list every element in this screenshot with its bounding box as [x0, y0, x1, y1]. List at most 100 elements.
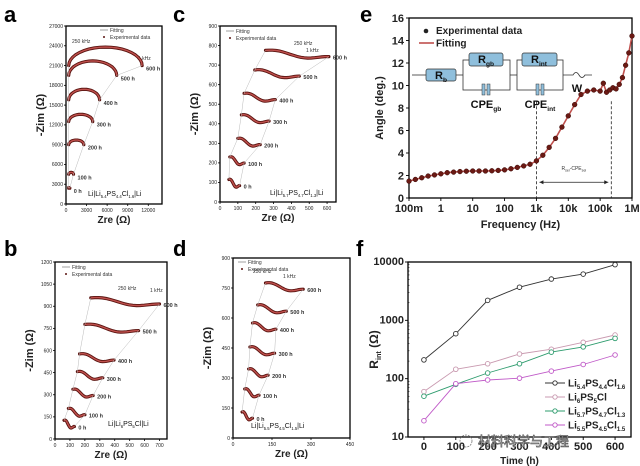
subscript: 5.5 — [577, 427, 586, 433]
y-tick-label: 15000 — [49, 103, 63, 109]
x-tick-label: 100k — [588, 203, 613, 215]
y-tick-label: 1000 — [380, 314, 404, 326]
time-label: 600 h — [164, 303, 179, 309]
legend-exp-label: Experimental data — [248, 267, 289, 273]
exp-data-points — [67, 59, 119, 77]
data-point — [572, 101, 578, 108]
x-axis-label: Zre (Ω) — [275, 449, 308, 460]
text-part: Li|Li — [270, 190, 283, 197]
subscript: 1.6 — [617, 385, 626, 391]
y-tick-label: 800 — [209, 43, 218, 49]
fit-line — [265, 282, 304, 292]
text-part: R — [367, 360, 381, 369]
annotation-1khz: 1 kHz — [283, 274, 296, 280]
x-tick-label: 0 — [232, 442, 235, 448]
x-tick-label: 0 — [219, 206, 222, 212]
text-part: |Li — [316, 190, 324, 197]
subscript: b — [443, 77, 447, 84]
legend-label: Li5.7PS4.7Cl1.3 — [568, 407, 626, 420]
series-100h: 100 h — [66, 406, 104, 420]
y-tick-label: 900 — [209, 24, 218, 30]
time-label: 300 h — [97, 123, 112, 129]
y-tick-label: 600 — [44, 348, 53, 354]
x-tick-label: 1k — [530, 203, 543, 215]
time-label: 400 h — [104, 101, 119, 107]
warburg-element — [563, 72, 592, 78]
data-point — [453, 330, 459, 337]
fitting-line — [408, 35, 633, 182]
subscript: 1.5 — [291, 426, 297, 431]
text-part: Cl|Li — [135, 421, 149, 428]
data-point — [580, 339, 586, 346]
fit-line — [79, 353, 115, 363]
data-point — [453, 366, 459, 373]
series-600h: 600 h — [89, 296, 179, 309]
y-tick-label: 27000 — [49, 24, 63, 30]
y-tick-label: 14 — [392, 36, 405, 48]
fit-line — [77, 370, 103, 381]
subscript: 5.4 — [577, 385, 586, 391]
text-part: |Li — [297, 423, 305, 430]
time-label: 0 h — [74, 189, 83, 195]
y-tick-label: 4 — [398, 148, 405, 160]
series-0h: 0 h — [67, 186, 83, 195]
series-600h: 600 h — [263, 48, 348, 62]
x-tick-label: 450 — [346, 442, 355, 448]
series-500h: 500 h — [253, 68, 318, 81]
fit-line — [68, 407, 85, 417]
x-tick-label: 300 — [307, 442, 316, 448]
time-label: 200 h — [97, 394, 112, 400]
data-point — [521, 163, 527, 169]
text-part: PS — [585, 407, 599, 418]
y-axis-label: Rint (Ω) — [367, 330, 383, 368]
y-tick-label: 300 — [209, 141, 218, 147]
data-point — [613, 86, 619, 92]
cpe-gb-plate — [486, 83, 491, 96]
legend-exp-label: Experimental data — [110, 35, 151, 41]
fit-line — [63, 419, 75, 429]
data-point — [546, 144, 552, 151]
panel-c: c 0 100 200 300 400 500 600 0 100 200 300 400 500 600 7… — [173, 2, 348, 224]
x-tick-label: 10 — [467, 203, 479, 215]
text-part: Cl — [607, 379, 617, 390]
time-label: 600 h — [146, 67, 161, 73]
x-axis-label: Zre (Ω) — [94, 450, 127, 461]
series-100h: 100 h — [67, 170, 92, 181]
x-axis-label: Zre (Ω) — [97, 215, 130, 226]
data-point — [412, 176, 419, 183]
subscript: 5.5 — [264, 426, 270, 431]
y-tick-label: 9000 — [52, 142, 63, 148]
data-point — [516, 351, 523, 357]
legend-item: Li5.4PS4.4Cl1.6 — [545, 379, 626, 391]
series-200h: 200 h — [71, 387, 112, 400]
y-tick-label: 450 — [44, 370, 53, 376]
cell-label: Li|Li6PS5Cl|Li — [108, 421, 149, 429]
data-point — [421, 388, 427, 395]
y-tick-label: 200 — [209, 161, 218, 167]
series-300h: 300 h — [67, 112, 112, 129]
y-tick-label: 10000 — [373, 256, 404, 268]
subscript: 4.4 — [116, 194, 122, 199]
panel-label-d: d — [173, 236, 186, 261]
fit-line — [249, 346, 275, 356]
arrow-head-left — [539, 180, 544, 185]
x-tick-label: 150 — [268, 442, 277, 448]
x-tick-label: 9000 — [122, 208, 133, 214]
guide-line-1khz — [239, 56, 330, 186]
time-label: 300 h — [279, 352, 294, 358]
x-tick-label: 100m — [395, 203, 423, 215]
cpe-int-label: CPEint — [525, 99, 556, 113]
series-500h: 500 h — [67, 59, 136, 82]
cell-label: Li|Li5.5PS4.5Cl1.5|Li — [251, 423, 305, 431]
time-label: 0 h — [244, 185, 253, 191]
time-label: 500 h — [121, 76, 136, 82]
x-tick-label: 6000 — [102, 208, 113, 214]
series-0h: 0 h — [240, 410, 265, 423]
subscript: 5.7 — [577, 413, 586, 419]
annotation-1khz: 1 kHz — [138, 56, 151, 62]
fit-line — [228, 178, 240, 188]
series-400h: 400 h — [242, 91, 294, 105]
text-part: PS — [123, 421, 133, 428]
y-tick-label: 300 — [44, 393, 53, 399]
